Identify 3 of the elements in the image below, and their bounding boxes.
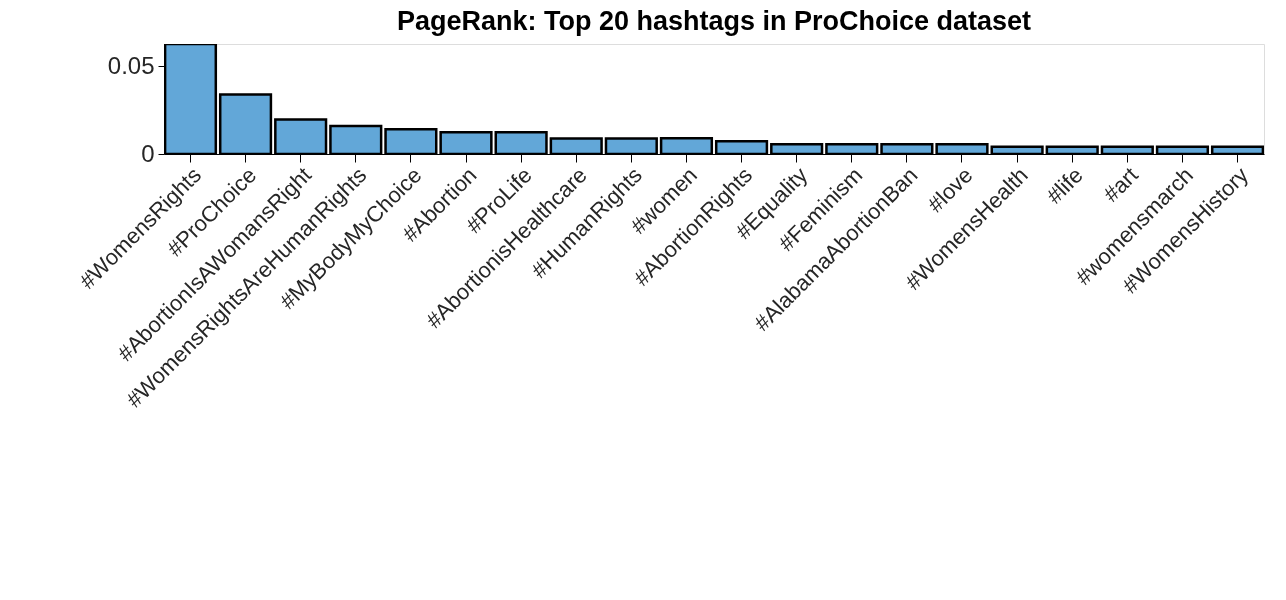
y-tick-label: 0.05: [107, 51, 155, 79]
chart-title: PageRank: Top 20 hashtags in ProChoice dataset: [396, 6, 1032, 36]
y-tick-label: 0: [141, 139, 155, 167]
